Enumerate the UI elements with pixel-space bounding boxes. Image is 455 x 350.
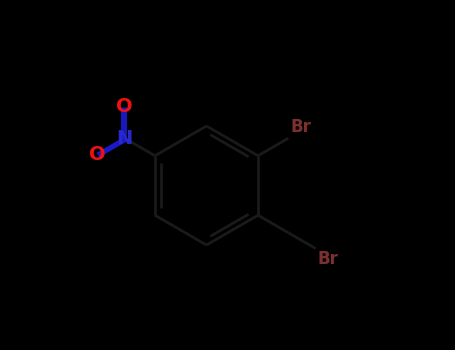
Text: N: N [116,129,133,148]
Text: Br: Br [290,119,311,136]
Text: Br: Br [318,250,338,268]
Text: O: O [89,145,106,163]
Text: O: O [116,97,133,116]
